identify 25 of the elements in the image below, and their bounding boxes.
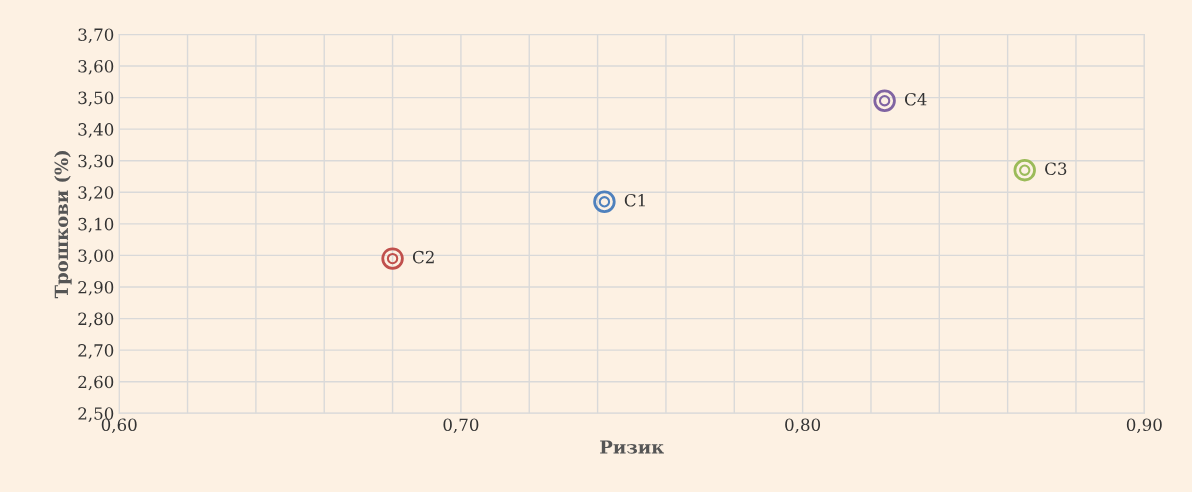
y-tick-label: 2,80: [78, 312, 114, 328]
series-label: C1: [624, 193, 645, 207]
point: [1013, 158, 1036, 182]
y-tick-label: 2,60: [78, 375, 114, 391]
y-tick-label: 3,60: [78, 59, 114, 75]
x-tick-label: 0,80: [785, 418, 821, 434]
x-axis-title: Ризик: [600, 440, 664, 454]
series-label: C2: [412, 250, 434, 264]
point: [381, 247, 404, 270]
x-tick-label: 0,90: [1126, 418, 1162, 434]
series-label: C4: [905, 92, 927, 106]
y-tick-label: 3,40: [78, 123, 114, 138]
point: [873, 89, 896, 112]
y-tick-label: 3,00: [78, 249, 114, 265]
y-tick-label: 2,90: [78, 280, 114, 296]
x-tick-label: 0,70: [443, 418, 479, 434]
y-tick-label: 3,20: [78, 186, 114, 201]
y-tick-label: 3,30: [78, 154, 114, 170]
y-tick-label: 3,70: [78, 28, 114, 44]
y-tick-label: 2,70: [78, 344, 114, 359]
y-tick-label: 3,10: [78, 217, 114, 233]
point: [593, 190, 616, 213]
series-label: C3: [1045, 162, 1067, 176]
y-tick-label: 3,50: [78, 91, 114, 107]
y-axis-title: Трошкови (%): [54, 151, 72, 299]
